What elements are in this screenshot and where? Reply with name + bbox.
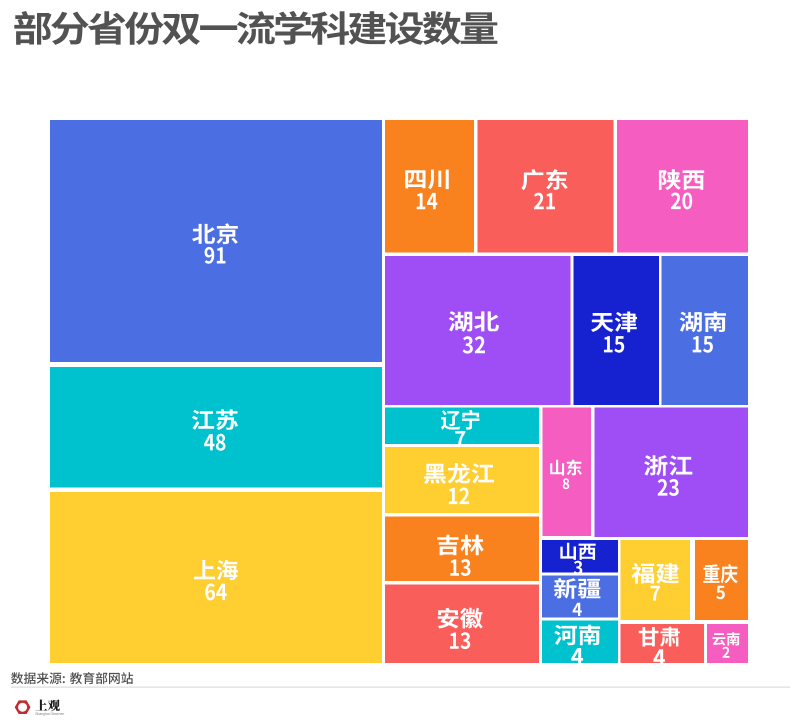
svg-text:Shanghai Observer: Shanghai Observer xyxy=(35,712,65,716)
